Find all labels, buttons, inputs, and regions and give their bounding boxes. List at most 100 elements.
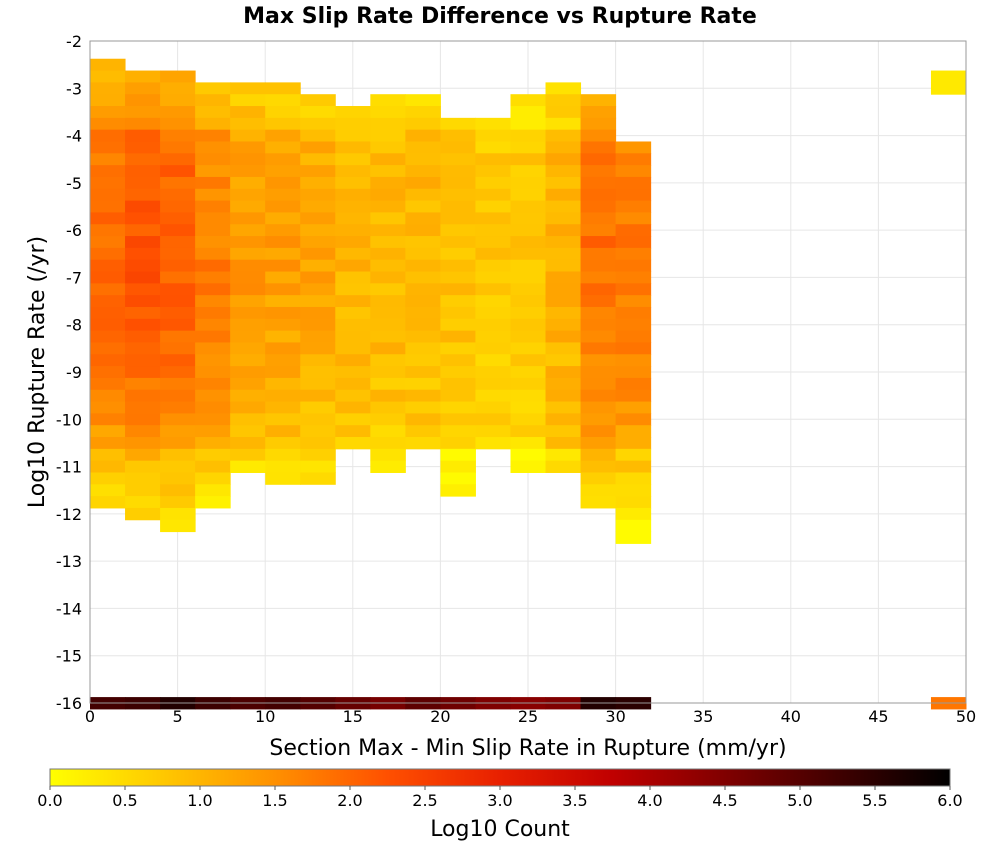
- heatmap-cell: [475, 200, 511, 213]
- heatmap-cell: [195, 377, 231, 391]
- heatmap-cell: [615, 377, 652, 391]
- heatmap-cell: [545, 377, 582, 391]
- heatmap-cell: [160, 212, 196, 225]
- heatmap-cell: [195, 460, 231, 473]
- colorbar-tick-label: 2.0: [337, 791, 362, 810]
- heatmap-cell: [265, 448, 301, 462]
- heatmap-cell: [160, 165, 196, 178]
- heatmap-cell: [370, 366, 406, 379]
- heatmap-cell: [265, 330, 301, 343]
- heatmap-cell: [580, 106, 617, 119]
- heatmap-cell: [615, 247, 652, 261]
- heatmap-cell: [160, 507, 196, 521]
- heatmap-cell: [265, 259, 301, 273]
- heatmap-cell: [230, 141, 266, 154]
- heatmap-cell: [300, 377, 336, 391]
- heatmap-cell: [510, 94, 547, 107]
- heatmap-cell: [335, 176, 371, 190]
- heatmap-cell: [160, 236, 196, 249]
- y-tick-label: -7: [66, 268, 82, 287]
- heatmap-cell: [545, 94, 582, 107]
- colorbar-tick-label: 1.0: [187, 791, 212, 810]
- heatmap-cell: [230, 82, 266, 95]
- heatmap-cell: [475, 153, 511, 166]
- heatmap-cell: [545, 165, 582, 178]
- heatmap-cell: [370, 342, 406, 355]
- heatmap-cell: [195, 212, 231, 225]
- heatmap-cell: [615, 519, 652, 533]
- heatmap-cell: [440, 460, 476, 473]
- heatmap-cell: [440, 413, 476, 426]
- heatmap-cell: [615, 484, 652, 497]
- heatmap-cell: [580, 141, 617, 154]
- heatmap-cell: [90, 377, 126, 391]
- heatmap-cell: [300, 212, 336, 225]
- heatmap-cell: [160, 342, 196, 355]
- heatmap-cell: [160, 460, 196, 473]
- heatmap-cell: [160, 377, 196, 391]
- heatmap-cell: [160, 448, 196, 462]
- heatmap-cell: [230, 413, 266, 426]
- heatmap-cell: [440, 212, 476, 225]
- heatmap-cell: [440, 247, 476, 261]
- x-axis-label: Section Max - Min Slip Rate in Rupture (…: [269, 736, 786, 761]
- heatmap-cell: [545, 176, 582, 190]
- heatmap-cell: [230, 437, 266, 450]
- heatmap-cell: [160, 117, 196, 131]
- heatmap-cell: [615, 460, 652, 473]
- heatmap-cell: [475, 425, 511, 438]
- heatmap-cell: [160, 106, 196, 119]
- heatmap-cell: [475, 413, 511, 426]
- heatmap-cell: [300, 283, 336, 296]
- heatmap-cell: [195, 271, 231, 284]
- heatmap-cell: [405, 200, 441, 213]
- heatmap-cell: [580, 176, 617, 190]
- heatmap-cell: [615, 318, 652, 332]
- heatmap-cell: [615, 389, 652, 403]
- heatmap-cell: [265, 318, 301, 332]
- heatmap-cell: [475, 318, 511, 332]
- heatmap-cell: [545, 413, 582, 426]
- heatmap-cell: [335, 342, 371, 355]
- heatmap-cell: [475, 117, 511, 131]
- heatmap-cell: [265, 94, 301, 107]
- heatmap-cell: [230, 283, 266, 296]
- heatmap-cell: [545, 129, 582, 142]
- heatmap-cell: [545, 448, 582, 462]
- heatmap-cell: [615, 413, 652, 426]
- heatmap-cell: [160, 82, 196, 95]
- heatmap-cell: [265, 342, 301, 355]
- heatmap-cell: [335, 389, 371, 403]
- heatmap-cell: [475, 176, 511, 190]
- heatmap-cell: [545, 437, 582, 450]
- heatmap-cell: [510, 188, 547, 202]
- heatmap-cell: [300, 106, 336, 119]
- heatmap-cell: [160, 153, 196, 166]
- heatmap-cell: [580, 295, 617, 308]
- heatmap-cell: [90, 117, 126, 131]
- heatmap-cell: [160, 413, 196, 426]
- heatmap-cell: [265, 212, 301, 225]
- heatmap-cell: [125, 200, 161, 213]
- heatmap-cell: [440, 354, 476, 367]
- heatmap-cell: [370, 318, 406, 332]
- heatmap-cell: [545, 306, 582, 320]
- heatmap-cell: [545, 283, 582, 296]
- heatmap-cell: [90, 342, 126, 355]
- heatmap-cell: [440, 342, 476, 355]
- heatmap-cell: [475, 401, 511, 414]
- heatmap-cell: [90, 437, 126, 450]
- heatmap-cell: [300, 247, 336, 261]
- heatmap-cell: [300, 271, 336, 284]
- heatmap-cell: [615, 354, 652, 367]
- heatmap-cell: [335, 306, 371, 320]
- heatmap-cell: [125, 82, 161, 95]
- heatmap-cell: [405, 295, 441, 308]
- heatmap-cell: [580, 460, 617, 473]
- heatmap-cell: [545, 460, 582, 473]
- heatmap-cell: [335, 283, 371, 296]
- heatmap-cell: [510, 413, 547, 426]
- heatmap-cell: [90, 200, 126, 213]
- heatmap-cell: [125, 377, 161, 391]
